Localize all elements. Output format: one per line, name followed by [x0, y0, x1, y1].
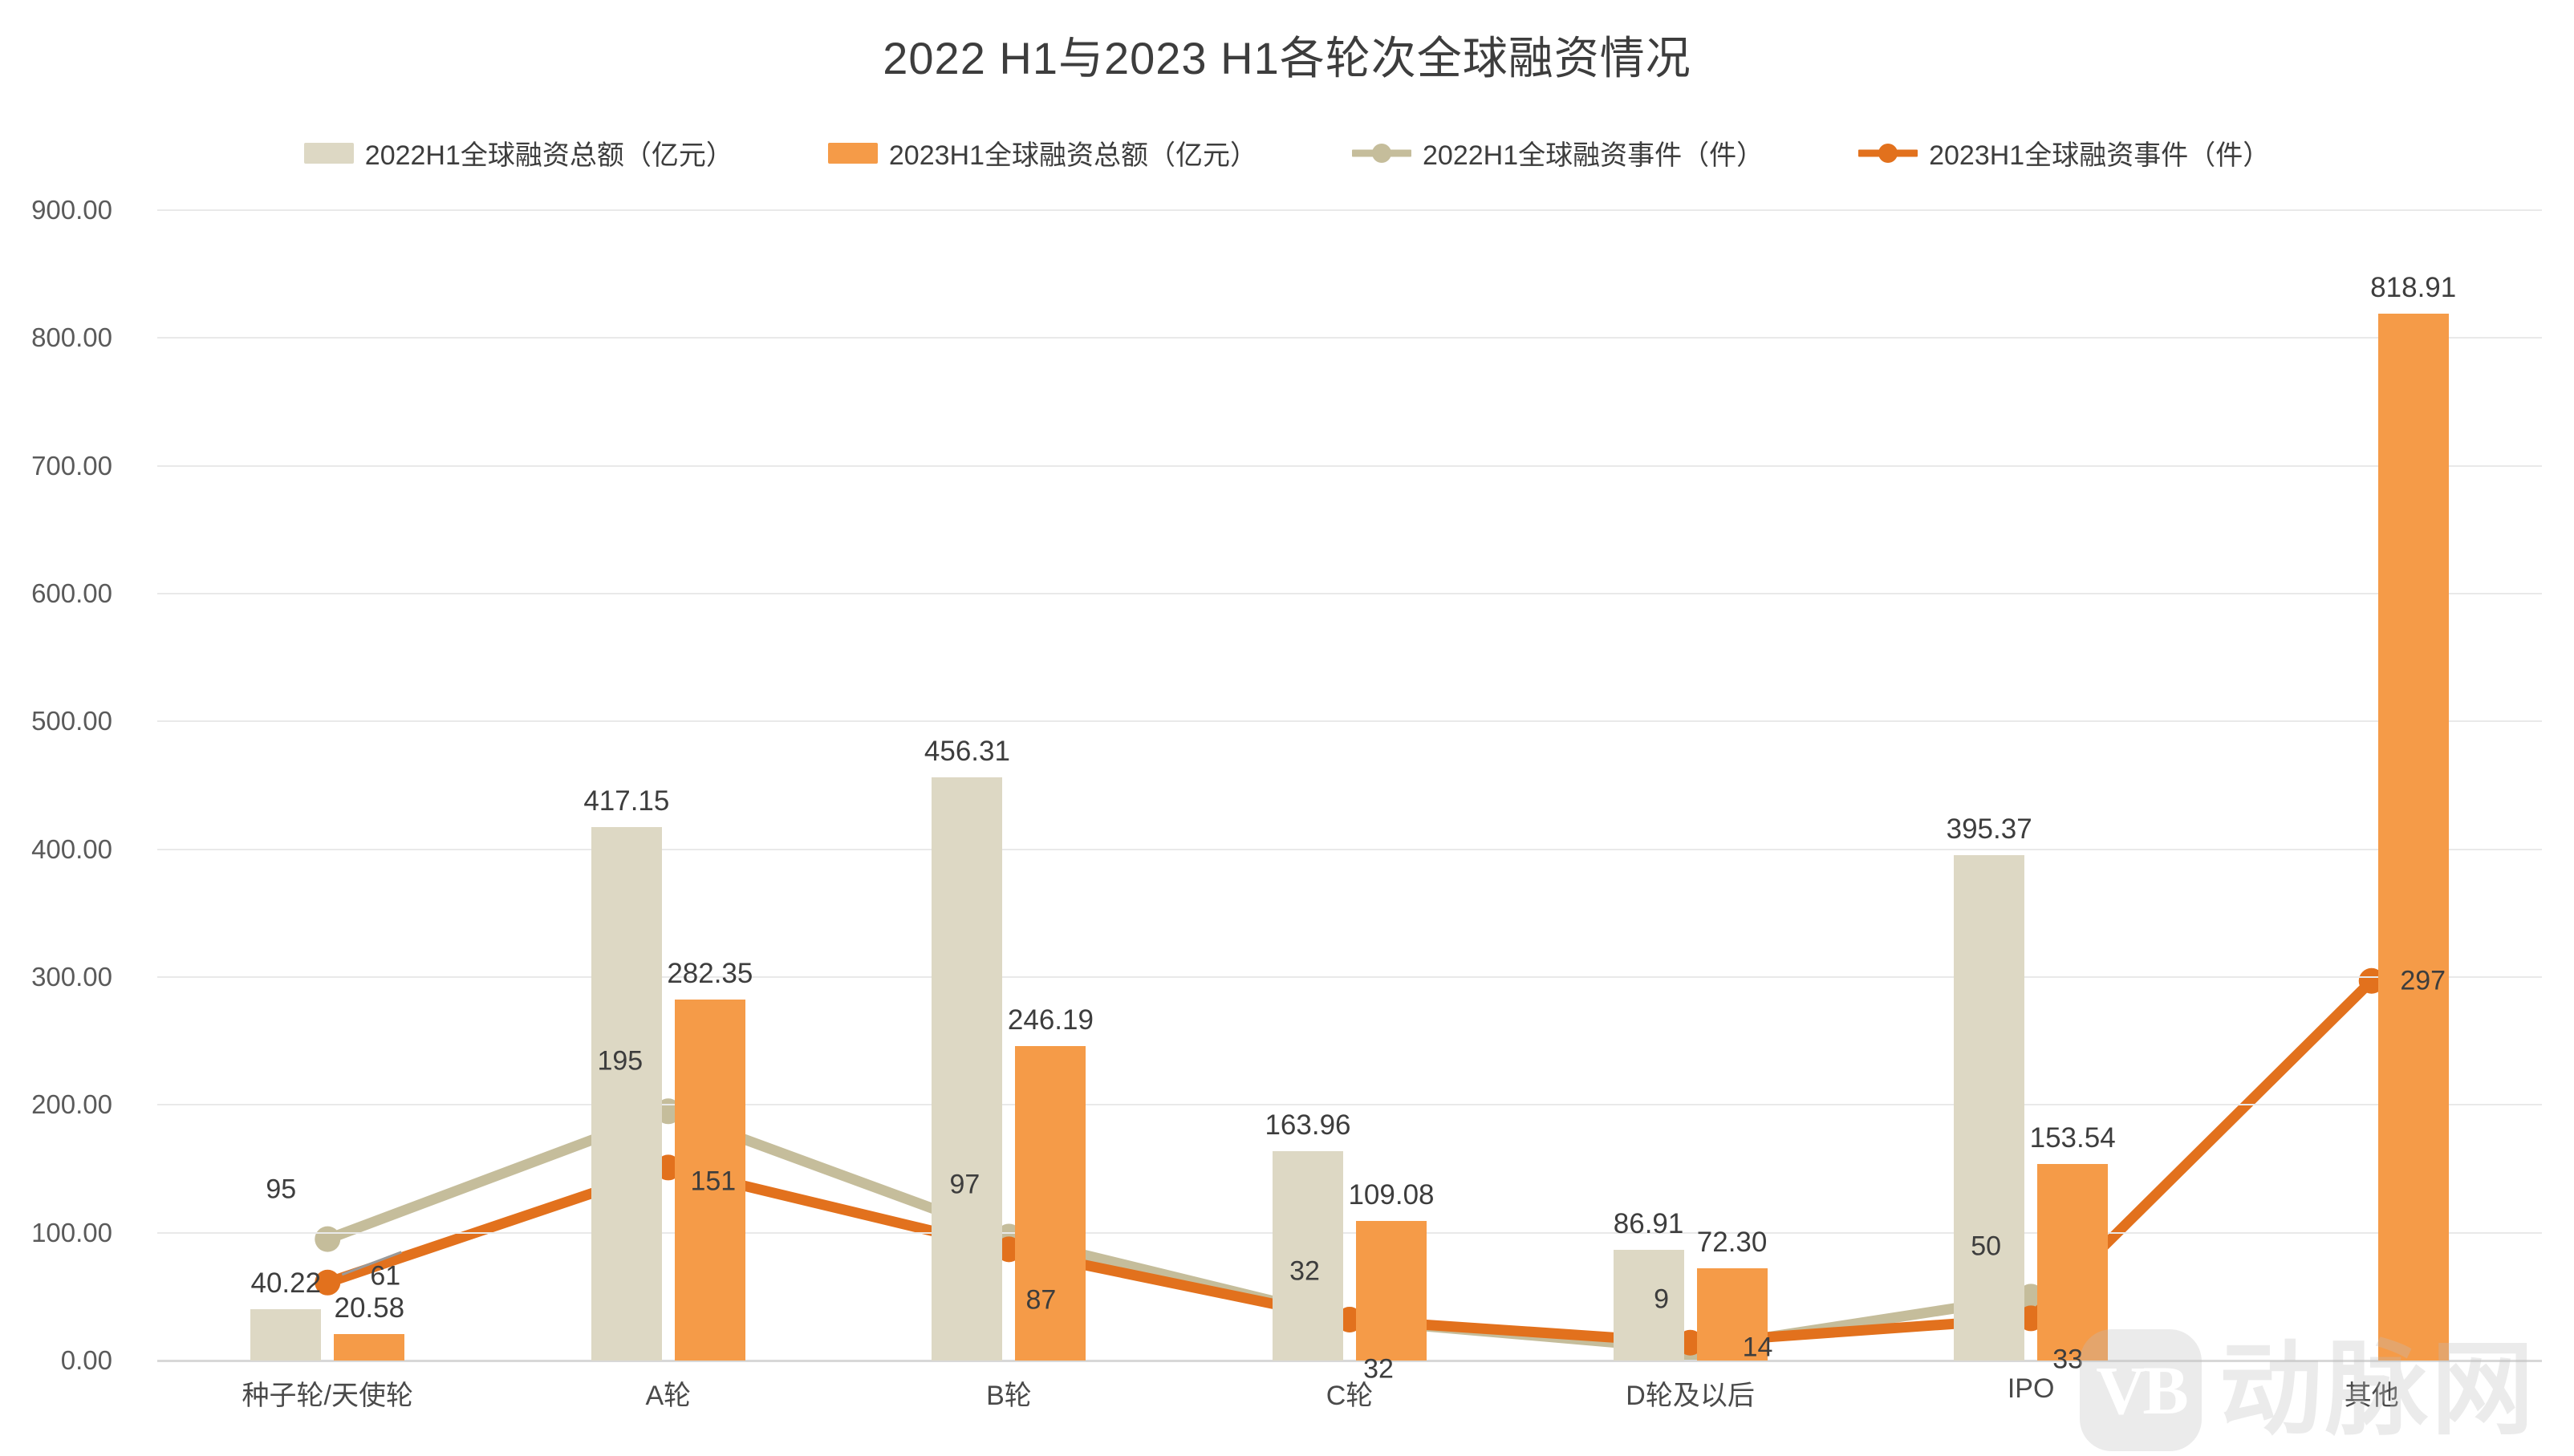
- y-axis-tick-label: 200.00: [31, 1089, 112, 1120]
- bar-value-label: 40.22: [250, 1267, 322, 1299]
- line-value-label: 14: [1742, 1332, 1773, 1363]
- y-axis-tick-label: 900.00: [31, 195, 112, 225]
- bar-2022[interactable]: [591, 827, 662, 1361]
- x-axis-tick-label: C轮: [1326, 1381, 1374, 1411]
- bar-value-label: 153.54: [2029, 1122, 2116, 1154]
- bar-value-label: 395.37: [1946, 813, 2032, 846]
- bar-2023[interactable]: [334, 1334, 405, 1361]
- gridline: [157, 337, 2542, 339]
- line-value-label: 97: [949, 1169, 980, 1200]
- y-axis-tick-label: 0.00: [60, 1345, 112, 1375]
- bar-value-label: 456.31: [924, 735, 1010, 767]
- gridline: [157, 1360, 2542, 1362]
- bar-value-label: 818.91: [2370, 272, 2457, 304]
- bar-2023[interactable]: [1015, 1045, 1086, 1361]
- legend-swatch-icon: [827, 142, 878, 164]
- bar-2023[interactable]: [2037, 1164, 2109, 1361]
- line-value-label: 50: [1971, 1231, 2002, 1262]
- bar-2022[interactable]: [932, 777, 1003, 1361]
- page-title: 2022 H1与2023 H1各轮次全球融资情况: [883, 33, 1691, 83]
- line-value-label: 151: [690, 1166, 737, 1197]
- legend-label: 2023H1全球融资事件（件）: [1929, 140, 2271, 171]
- bar-2022[interactable]: [1613, 1249, 1684, 1361]
- bar-2022[interactable]: [250, 1308, 322, 1361]
- x-axis-tick-label: IPO: [2007, 1373, 2055, 1404]
- gridline: [157, 720, 2542, 723]
- bar-value-label: 417.15: [583, 785, 670, 817]
- line-value-label: 32: [1363, 1353, 1394, 1385]
- gridline: [157, 848, 2542, 850]
- x-axis: 种子轮/天使轮 A轮 B轮 C轮 D轮及以后 IPO 其他: [157, 1373, 2542, 1430]
- legend-2022-events[interactable]: 2022H1全球融资事件（件）: [1352, 133, 1764, 172]
- legend-label: 2022H1全球融资总额（亿元）: [364, 140, 733, 171]
- legend-label: 2023H1全球融资总额（亿元）: [888, 140, 1257, 171]
- line-value-label: 297: [2400, 965, 2446, 996]
- bar-value-label: 86.91: [1613, 1207, 1684, 1239]
- legend-line-marker-icon: [1858, 143, 1918, 164]
- line-value-label: 195: [597, 1045, 644, 1077]
- gridline: [157, 976, 2542, 978]
- legend-line-marker-icon: [1352, 143, 1411, 164]
- x-axis-tick-label: 其他: [2344, 1381, 2399, 1411]
- legend-2023-amount[interactable]: 2023H1全球融资总额（亿元）: [827, 133, 1257, 172]
- gridline: [157, 209, 2542, 211]
- x-axis-tick-label: D轮及以后: [1626, 1381, 1755, 1411]
- bar-2023[interactable]: [674, 1000, 745, 1361]
- bar-value-label: 163.96: [1265, 1109, 1351, 1141]
- line-series-path: [322, 1105, 2036, 1355]
- x-axis-tick-label: 种子轮/天使轮: [242, 1381, 414, 1411]
- legend-swatch-icon: [303, 142, 354, 164]
- y-axis-tick-label: 100.00: [31, 1217, 112, 1247]
- y-axis-tick-label: 300.00: [31, 962, 112, 992]
- line-data-point[interactable]: [315, 1269, 341, 1296]
- line-value-label: 95: [266, 1174, 297, 1205]
- label-leader-line: [341, 1251, 402, 1276]
- legend-2022-amount[interactable]: 2022H1全球融资总额（亿元）: [303, 133, 733, 172]
- y-axis-tick-label: 500.00: [31, 706, 112, 736]
- plot-area: 0.00 100.00 200.00 300.00 400.00 500.00 600.00…: [31, 195, 2542, 1385]
- line-value-label: 87: [1025, 1284, 1057, 1316]
- y-axis-tick-label: 600.00: [31, 578, 112, 608]
- legend-label: 2022H1全球融资事件（件）: [1423, 140, 1764, 171]
- bar-value-label: 246.19: [1007, 1004, 1094, 1036]
- x-axis-tick-label: A轮: [645, 1381, 692, 1411]
- y-axis-tick-label: 700.00: [31, 450, 112, 481]
- line-value-label: 9: [1654, 1284, 1670, 1315]
- y-axis-tick-label: 800.00: [31, 322, 112, 353]
- gridline: [157, 1104, 2542, 1106]
- x-axis-tick-label: B轮: [986, 1381, 1032, 1411]
- gridline: [157, 464, 2542, 467]
- chart-legend: 2022H1全球融资总额（亿元） 2023H1全球融资总额（亿元） 2022H1全球…: [0, 133, 2574, 172]
- gridline: [157, 593, 2542, 594]
- bar-2023[interactable]: [1696, 1267, 1768, 1361]
- gridline: [157, 1231, 2542, 1234]
- bar-value-label: 282.35: [667, 958, 753, 990]
- bar-2023[interactable]: [2377, 314, 2449, 1361]
- bar-value-label: 109.08: [1348, 1179, 1435, 1211]
- line-value-label: 32: [1289, 1255, 1320, 1287]
- bar-value-label: 20.58: [334, 1292, 405, 1324]
- y-axis-tick-label: 400.00: [31, 833, 112, 864]
- bar-value-label: 72.30: [1696, 1226, 1768, 1258]
- line-data-point[interactable]: [315, 1226, 341, 1252]
- bar-2023[interactable]: [1356, 1221, 1427, 1361]
- line-value-label: 33: [2052, 1344, 2084, 1375]
- line-value-label: 61: [370, 1260, 401, 1292]
- bar-2022[interactable]: [1273, 1150, 1343, 1361]
- legend-2023-events[interactable]: 2023H1全球融资事件（件）: [1858, 133, 2270, 172]
- bar-2022[interactable]: [1954, 855, 2025, 1361]
